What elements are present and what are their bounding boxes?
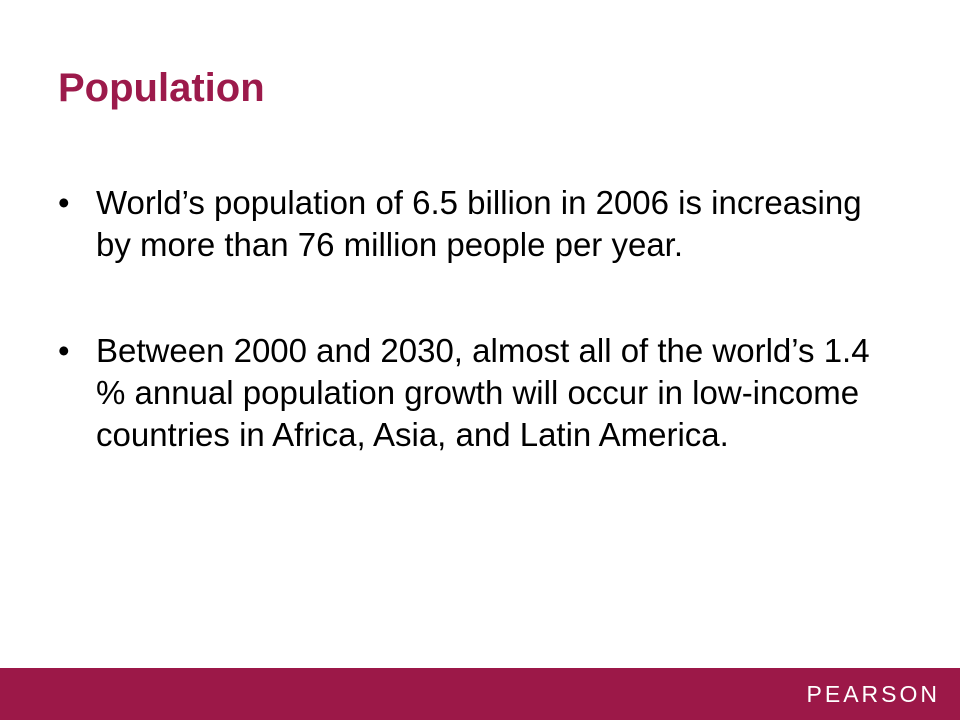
bullet-text: World’s population of 6.5 billion in 200… (96, 184, 862, 263)
bullet-dot: • (58, 184, 70, 221)
bullet-list: • World’s population of 6.5 billion in 20… (58, 182, 898, 520)
bullet-item: • Between 2000 and 2030, almost all of th… (58, 330, 886, 456)
brand-logo: PEARSON (806, 681, 940, 707)
bullet-dot: • (58, 332, 70, 369)
slide-title: Population (58, 66, 265, 110)
bullet-text: Between 2000 and 2030, almost all of the… (96, 332, 870, 453)
bullet-item: • World’s population of 6.5 billion in 20… (58, 182, 886, 266)
footer-bar: PEARSON (0, 668, 960, 720)
